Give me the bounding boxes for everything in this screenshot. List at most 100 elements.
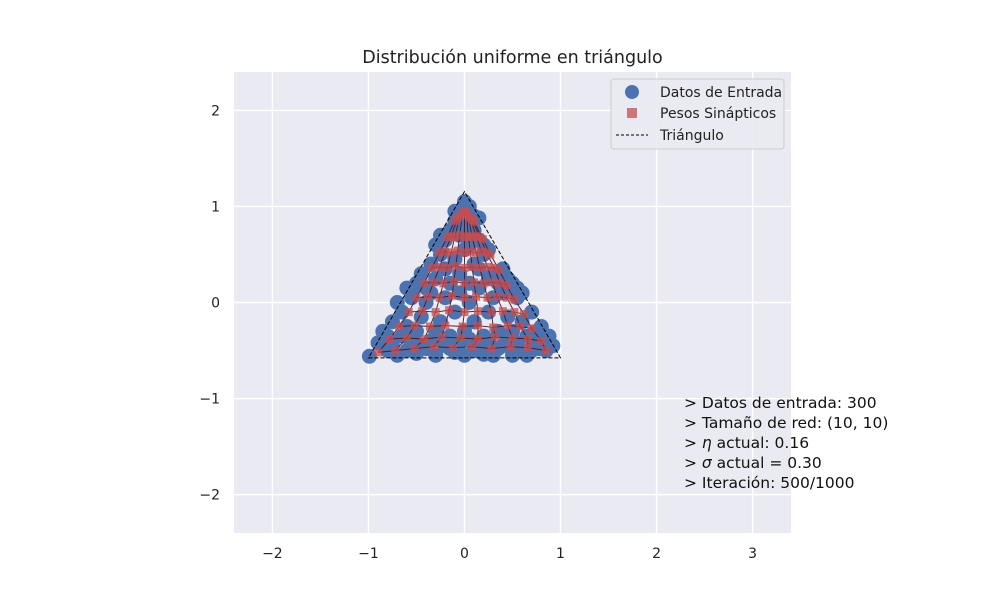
legend-box [610,78,785,150]
weight-marker [486,250,495,259]
x-tick-label: −1 [358,546,379,562]
weight-marker [447,291,456,300]
x-tick-label: 0 [460,546,469,562]
weight-marker [395,322,404,331]
weight-marker [466,247,475,256]
data-point [413,266,429,282]
weight-marker [410,344,419,353]
info-tamano-red: > Tamaño de red: (10, 10) [684,414,889,432]
weight-marker [473,334,482,343]
info-datos-entrada: > Datos de entrada: 300 [684,394,877,412]
y-tick-label: −2 [199,488,220,504]
info-iteracion: > Iteración: 500/1000 [684,474,855,492]
weight-marker [410,321,419,330]
eta-symbol: η [701,434,712,452]
weight-marker [460,293,469,302]
weight-marker [490,263,499,272]
weight-marker [470,278,479,287]
weight-marker [443,263,452,272]
sigma-symbol: σ [701,454,712,472]
weight-marker [472,292,481,301]
weight-marker [447,248,456,257]
weight-marker [488,278,497,287]
info-eta: > η actual: 0.16 [684,433,888,453]
weight-marker [448,343,457,352]
weight-marker [451,262,460,271]
weight-marker [473,321,482,330]
weight-marker [420,334,429,343]
weight-marker [542,346,551,355]
weight-marker [412,293,421,302]
data-point [533,319,549,335]
weight-marker [456,334,465,343]
weight-marker [460,279,469,288]
weight-marker [510,295,519,304]
weight-marker [435,293,444,302]
weight-marker [385,334,394,343]
x-tick-label: 2 [652,546,661,562]
info-panel: > Datos de entrada: 300 > Tamaño de red:… [684,393,888,493]
weight-marker [427,263,436,272]
weight-marker [429,278,438,287]
info-sigma-prefix: > [684,454,702,472]
weight-marker [402,334,411,343]
weight-marker [479,279,488,288]
legend-marker-pesos [627,108,637,118]
weight-marker [458,322,467,331]
weight-marker [468,342,477,351]
info-sigma: > σ actual = 0.30 [684,453,888,473]
weight-marker [472,248,481,257]
info-sigma-value: actual = 0.30 [711,454,822,472]
weight-marker [423,292,432,301]
weight-marker [523,343,532,352]
weight-marker [493,292,502,301]
weight-marker [374,348,383,357]
weight-marker [437,333,446,342]
weight-marker [420,279,429,288]
weight-marker [475,263,484,272]
x-tick-label: 3 [748,546,757,562]
weight-marker [520,310,529,319]
x-tick-label: −2 [262,546,283,562]
weight-marker [503,321,512,330]
y-tick-label: 2 [211,103,220,119]
y-tick-label: 1 [211,199,220,215]
weight-marker [491,333,500,342]
info-eta-prefix: > [684,434,702,452]
weight-marker [537,336,546,345]
weight-marker [498,307,507,316]
weight-marker [445,306,454,315]
weight-marker [429,342,438,351]
tick-labels: −2 −1 0 1 2 3 −2 −1 0 1 2 [199,103,757,562]
legend-marker-datos [625,85,639,99]
legend: Datos de Entrada Pesos Sinápticos Triáng… [610,78,785,150]
weight-marker [477,247,486,256]
weight-marker [435,248,444,257]
legend-label-datos: Datos de Entrada [660,85,782,101]
weight-marker [502,293,511,302]
weight-marker [460,263,469,272]
data-point [509,280,525,296]
weight-marker [431,308,440,317]
chart-title: Distribución uniforme en triángulo [362,48,663,68]
weight-marker [391,346,400,355]
weight-marker [449,277,458,286]
weight-marker [435,262,444,271]
data-point [361,348,377,364]
weight-marker [441,247,450,256]
data-point [399,280,415,296]
synaptic-weights [374,207,551,357]
weight-marker [502,281,511,290]
weight-marker [439,279,448,288]
data-point [389,295,405,310]
y-tick-label: 0 [211,296,220,312]
weight-marker [473,307,482,316]
weight-marker [495,265,504,274]
weight-marker [496,279,505,288]
weight-marker [418,307,427,316]
data-point [428,347,444,363]
weight-marker [455,231,464,240]
info-eta-value: actual: 0.16 [711,434,810,452]
weight-marker [468,262,477,271]
